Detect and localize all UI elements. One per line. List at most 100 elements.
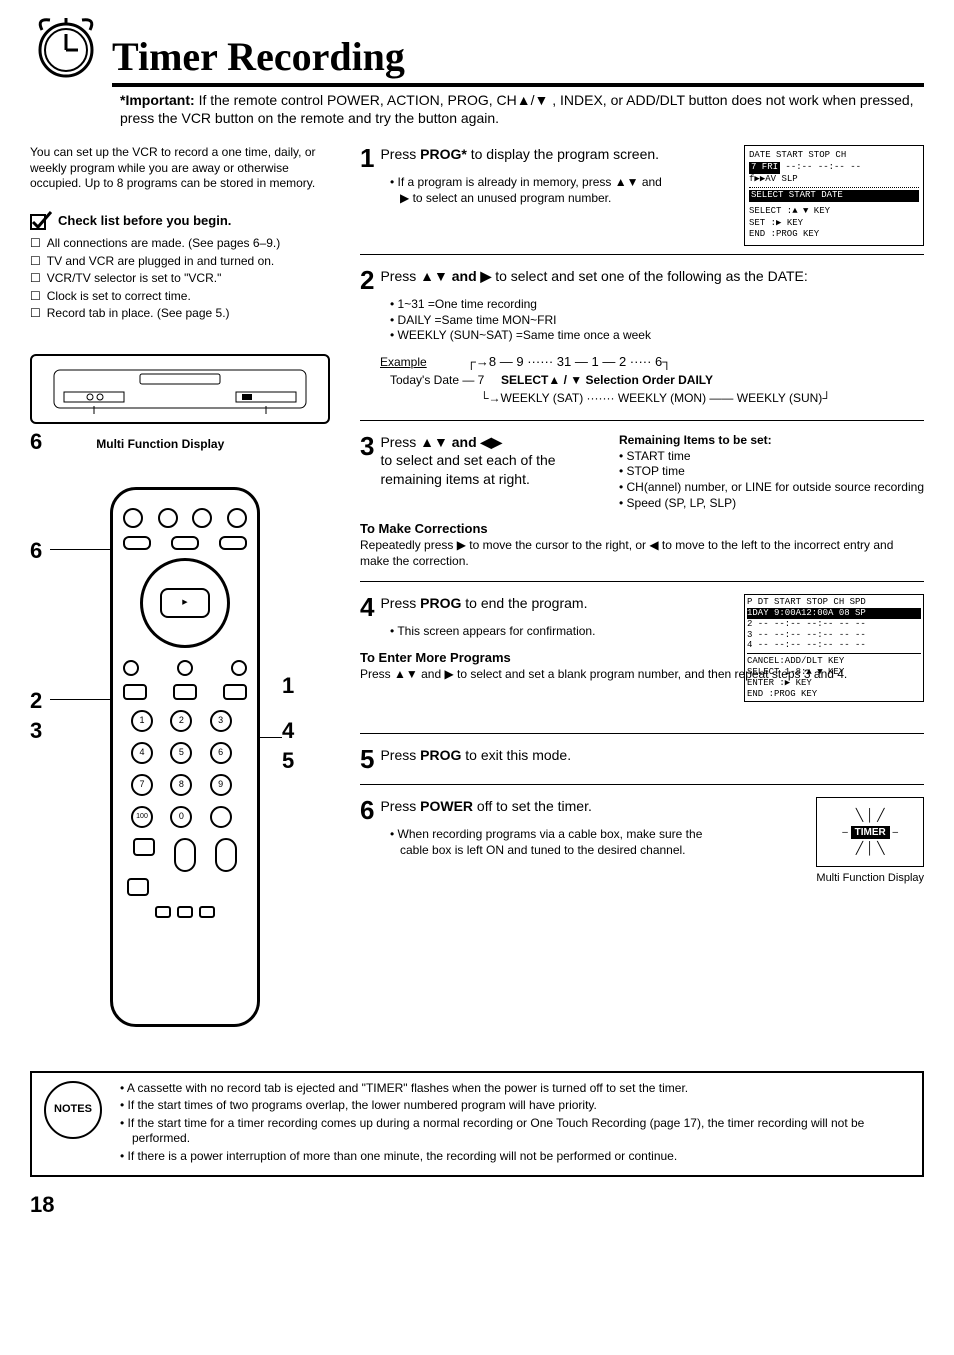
- remote-prog-button: [127, 878, 149, 896]
- step-num: 1: [360, 145, 374, 171]
- remote-vcr-button: [158, 508, 178, 528]
- note-item: If there is a power interruption of more…: [120, 1149, 910, 1165]
- step-num: 5: [360, 746, 374, 772]
- remote-small-button: [123, 660, 139, 676]
- osd-program-screen: DATE START STOP CH 7 FRI --:-- --:-- -- …: [744, 145, 924, 246]
- osd-header: P DT START STOP CH SPD: [747, 597, 921, 608]
- checklist-item: TV and VCR are plugged in and turned on.: [47, 254, 274, 270]
- notes-list: A cassette with no record tab is ejected…: [120, 1081, 910, 1167]
- remote-num-100: 100: [131, 806, 153, 828]
- important-label: *Important:: [120, 92, 195, 108]
- remote-small-button: [177, 660, 193, 676]
- remote-pill-button: [123, 536, 151, 550]
- remote-display-button: [133, 838, 155, 856]
- checklist-item: Record tab in place. (See page 5.): [47, 306, 230, 322]
- remote-dss-button: [227, 508, 247, 528]
- osd-inverse-bar: SELECT START DATE: [749, 190, 919, 202]
- step-1-bullet: If a program is already in memory, press…: [390, 175, 670, 206]
- remote-callout-left: 6: [30, 537, 42, 566]
- checklist-title: Check list before you begin.: [58, 213, 231, 230]
- step-2-text: Press ▲▼ and ▶ to select and set one of …: [380, 267, 807, 285]
- osd-row: 4 -- --:-- --:-- -- --: [747, 640, 921, 651]
- step-num: 4: [360, 594, 374, 620]
- clock-icon: [30, 10, 102, 87]
- remote-bottom-button: [155, 906, 171, 918]
- corrections-title: To Make Corrections: [360, 521, 924, 538]
- step-3: 3 Press ▲▼ and ◀▶ to select and set each…: [360, 433, 924, 582]
- remote-small-button: [231, 660, 247, 676]
- step-6-bullet: When recording programs via a cable box,…: [390, 827, 710, 858]
- multi-function-display-figure: ╲ │ ╱ – TIMER – ╱ │ ╲ Multi Function Dis…: [816, 797, 924, 885]
- osd-line: ENTER :▶ KEY: [747, 678, 921, 689]
- checkbox-icon: ☐: [30, 271, 41, 287]
- checkbox-icon: ☐: [30, 236, 41, 252]
- note-item: If the start time for a timer recording …: [120, 1116, 910, 1147]
- example-select-order: SELECT▲ / ▼ Selection Order DAILY: [501, 373, 713, 387]
- remote-num-9: 9: [210, 774, 232, 796]
- remote-figure: 6 2 3 1 4 5: [30, 487, 330, 1047]
- vcr-front-panel-figure: [30, 354, 330, 424]
- osd-confirm-screen: P DT START STOP CH SPD 1DAY 9:00A12:00A …: [744, 594, 924, 702]
- example-weekly: WEEKLY (SAT) ······· WEEKLY (MON) —— WEE…: [501, 391, 823, 405]
- checkbox-icon: ☐: [30, 254, 41, 270]
- page-header: Timer Recording: [30, 10, 924, 87]
- checkbox-icon: ☐: [30, 289, 41, 305]
- page-number: 18: [30, 1191, 924, 1220]
- remote-callout-right: 5: [282, 747, 294, 776]
- remote-num-2: 2: [170, 710, 192, 732]
- remote-num-7: 7: [131, 774, 153, 796]
- example-label: Example: [380, 355, 427, 369]
- step-num: 3: [360, 433, 374, 459]
- checkmark-box-icon: [30, 210, 52, 232]
- remote-rect-button: [123, 684, 147, 700]
- remote-vol-rocker: [174, 838, 196, 872]
- remote-body: ▶ 1 2 3: [110, 487, 260, 1027]
- osd-row: 1DAY 9:00A12:00A 08 SP: [747, 608, 921, 619]
- remaining-items: Remaining Items to be set: • START time …: [619, 433, 924, 511]
- step-6-text: Press POWER off to set the timer.: [380, 797, 591, 815]
- checklist-item: All connections are made. (See pages 6–9…: [47, 236, 280, 252]
- remote-numpad: 1 2 3 4 5 6 7 8 9 100 0: [131, 710, 239, 828]
- step-num: 2: [360, 267, 374, 293]
- remote-num-3: 3: [210, 710, 232, 732]
- example-today: Today's Date — 7: [390, 373, 484, 387]
- remote-rect-button: [173, 684, 197, 700]
- remote-num-6: 6: [210, 742, 232, 764]
- remote-tv-button: [192, 508, 212, 528]
- important-text: If the remote control POWER, ACTION, PRO…: [120, 92, 914, 126]
- note-item: A cassette with no record tab is ejected…: [120, 1081, 910, 1097]
- remote-nav-wheel: ▶: [140, 558, 230, 648]
- step-4: 4 Press PROG to end the program. This sc…: [360, 594, 924, 734]
- step-4-text: Press PROG to end the program.: [380, 594, 587, 612]
- remote-power-button: [123, 508, 143, 528]
- mfd-caption: Multi Function Display: [816, 871, 924, 885]
- vcr-caption: Multi Function Display: [96, 437, 224, 453]
- checklist: ☐ All connections are made. (See pages 6–…: [30, 236, 330, 322]
- remote-callout-right: 4: [282, 717, 294, 746]
- step-2-bullet: 1~31 =One time recording: [390, 297, 924, 313]
- notes-badge: NOTES: [44, 1081, 102, 1139]
- checklist-item: VCR/TV selector is set to "VCR.": [47, 271, 222, 287]
- step-4-bullet: This screen appears for confirmation.: [390, 624, 690, 640]
- osd-row: 3 -- --:-- --:-- -- --: [747, 630, 921, 641]
- timer-indicator: TIMER: [851, 826, 890, 839]
- step-1-text: Press PROG* to display the program scree…: [380, 145, 659, 163]
- checkbox-icon: ☐: [30, 306, 41, 322]
- osd-row: 2 -- --:-- --:-- -- --: [747, 619, 921, 630]
- remote-callout-right: 1: [282, 672, 294, 701]
- osd-row: 7 FRI: [749, 162, 780, 174]
- step-1: 1 Press PROG* to display the program scr…: [360, 145, 924, 255]
- checklist-item: Clock is set to correct time.: [47, 289, 191, 305]
- remote-add-dlt: [210, 806, 232, 828]
- osd-line: SELECT :▲ ▼ KEY: [749, 206, 919, 218]
- remote-callout-left: 3: [30, 717, 42, 746]
- vcr-caption-row: 6 Multi Function Display: [30, 428, 330, 457]
- remote-bottom-button: [199, 906, 215, 918]
- osd-line: END :PROG KEY: [749, 229, 919, 241]
- remote-callout-left: 2: [30, 687, 42, 716]
- remote-ch-rocker: [215, 838, 237, 872]
- important-note: *Important: If the remote control POWER,…: [120, 91, 924, 127]
- intro-text: You can set up the VCR to record a one t…: [30, 145, 330, 192]
- osd-line: END :PROG KEY: [747, 689, 921, 700]
- checklist-heading: Check list before you begin.: [30, 210, 330, 232]
